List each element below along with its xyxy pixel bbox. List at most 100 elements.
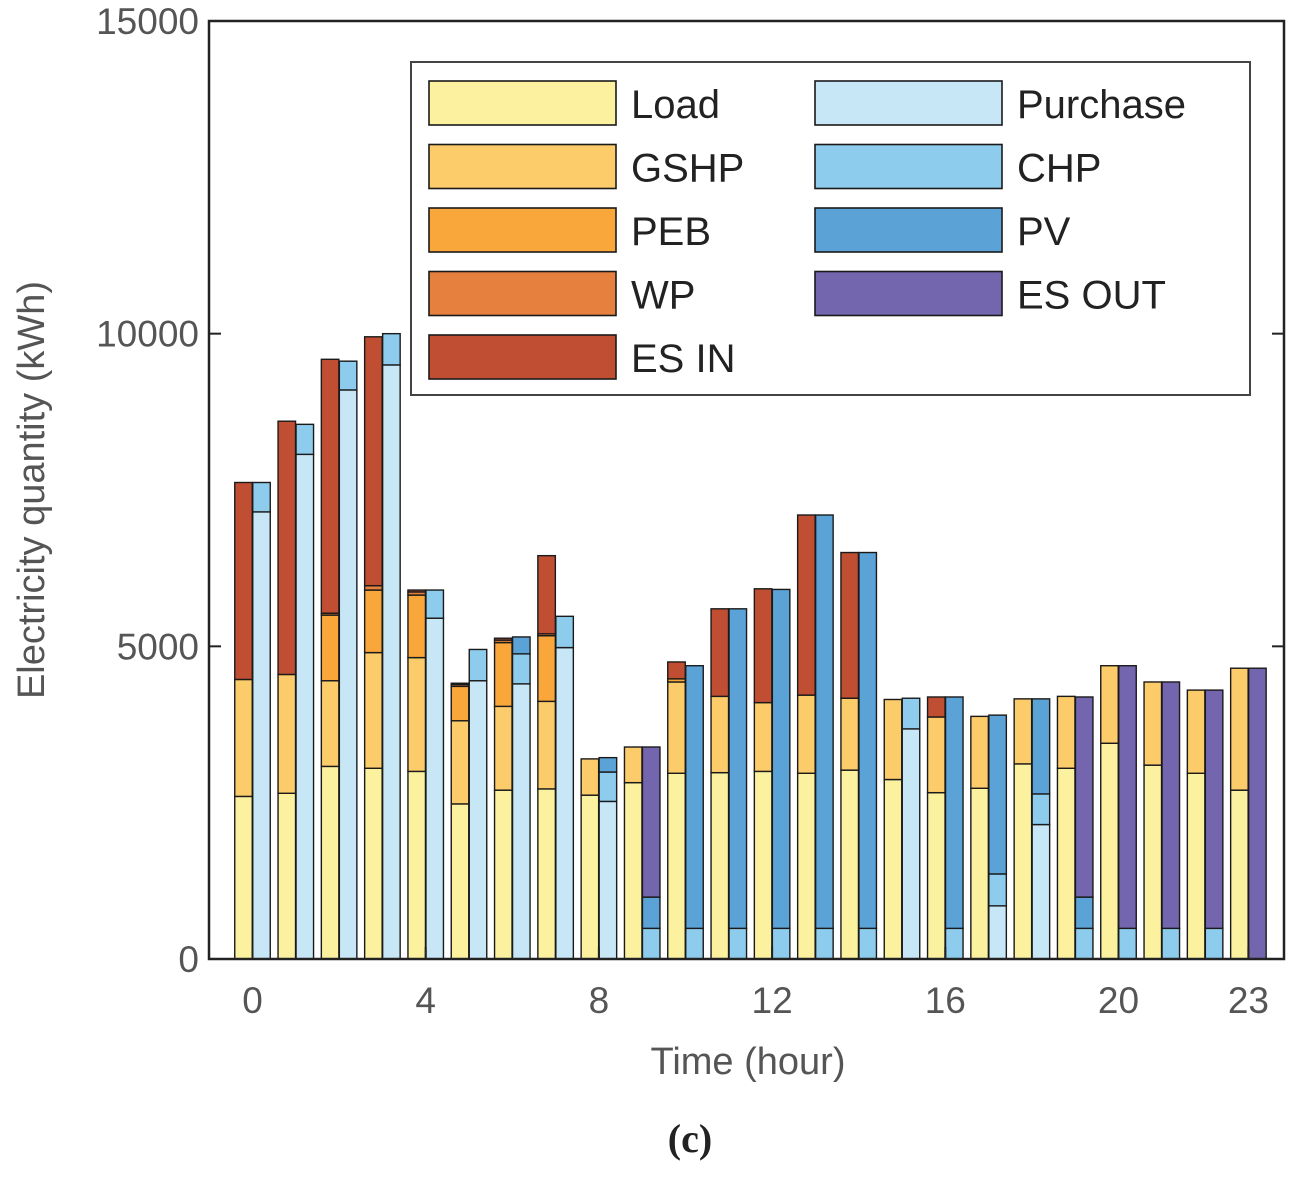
demand-bar-gshp-h0 — [234, 678, 253, 798]
demand-bar-es-in-h12 — [753, 588, 773, 704]
demand-bar-es-in-h0 — [234, 481, 253, 681]
supply-bar-purchase-h7 — [555, 646, 575, 960]
demand-bar-es-in-h1 — [277, 420, 297, 676]
supply-bar-es-out-h23 — [1247, 667, 1267, 960]
demand-bar-load-h8 — [580, 794, 600, 960]
demand-bar-es-in-h7 — [537, 554, 557, 635]
demand-bar-load-h13 — [796, 772, 816, 960]
legend-label-gshp: GSHP — [631, 147, 744, 191]
demand-bar-load-h16 — [926, 791, 946, 960]
supply-bar-pv-h13 — [814, 514, 834, 930]
supply-bar-pv-h14 — [858, 551, 878, 930]
supply-bar-purchase-h3 — [381, 364, 401, 960]
supply-bar-purchase-h17 — [988, 905, 1008, 960]
legend-label-peb: PEB — [631, 210, 711, 254]
x-tick-label-0: 0 — [242, 980, 263, 1021]
legend-label-chp: CHP — [1017, 147, 1101, 191]
y-axis: 0 5000 10000 15000 — [96, 1, 1284, 980]
supply-bar-chp-h13 — [814, 927, 834, 960]
y-axis-title: Electricity quantity (kWh) — [11, 281, 53, 699]
legend-label-es-out: ES OUT — [1017, 274, 1166, 318]
demand-bar-load-h5 — [450, 803, 470, 960]
supply-bar-es-out-h20 — [1118, 665, 1137, 930]
supply-bar-chp-h4 — [425, 589, 445, 619]
legend-swatch-purchase — [814, 80, 1003, 126]
demand-bar-es-in-h16 — [926, 696, 946, 718]
supply-bar-es-out-h19 — [1074, 696, 1094, 898]
demand-bar-load-h17 — [970, 787, 990, 960]
demand-bar-es-in-h10 — [667, 661, 686, 680]
x-axis-title: Time (hour) — [651, 1041, 846, 1083]
demand-bar-load-h2 — [320, 765, 340, 960]
supply-bar-chp-h18 — [1031, 793, 1051, 826]
demand-bar-load-h21 — [1143, 764, 1163, 960]
demand-bar-es-in-h5 — [450, 682, 470, 686]
demand-bar-es-in-h4 — [407, 589, 427, 593]
demand-bar-gshp-h10 — [667, 681, 686, 774]
x-tick-label-20: 20 — [1098, 980, 1139, 1021]
demand-bar-load-h20 — [1100, 742, 1119, 960]
supply-bar-es-out-h22 — [1204, 689, 1224, 930]
supply-bar-chp-h14 — [858, 927, 878, 960]
demand-bar-es-in-h6 — [493, 637, 513, 641]
demand-bar-gshp-h13 — [796, 694, 816, 774]
supply-bar-pv-h19 — [1074, 896, 1094, 930]
demand-bar-es-in-h2 — [320, 358, 340, 614]
demand-bar-gshp-h8 — [580, 758, 600, 796]
demand-bar-load-h9 — [623, 781, 643, 960]
x-tick-label-23: 23 — [1228, 980, 1269, 1021]
demand-bar-gshp-h16 — [926, 716, 946, 794]
demand-bar-load-h15 — [883, 778, 903, 960]
demand-bar-gshp-h14 — [840, 697, 860, 771]
demand-bar-es-in-h3 — [363, 336, 383, 587]
legend-label-pv: PV — [1017, 210, 1071, 254]
x-tick-label-12: 12 — [752, 980, 793, 1021]
demand-bar-gshp-h12 — [753, 701, 773, 773]
x-tick-label-16: 16 — [925, 980, 966, 1021]
supply-bar-chp-h20 — [1118, 927, 1137, 960]
supply-bar-pv-h9 — [641, 896, 661, 930]
supply-bar-pv-h16 — [944, 696, 964, 930]
supply-bar-purchase-h4 — [425, 617, 445, 960]
demand-bar-load-h0 — [234, 795, 253, 960]
demand-bar-peb-h7 — [537, 635, 557, 703]
x-tick-label-8: 8 — [589, 980, 610, 1021]
supply-bar-purchase-h5 — [468, 680, 488, 960]
supply-bar-chp-h12 — [771, 927, 791, 960]
demand-bar-gshp-h5 — [450, 720, 470, 805]
supply-bar-purchase-h2 — [338, 389, 358, 960]
supply-bar-pv-h18 — [1031, 698, 1051, 795]
supply-bar-pv-h11 — [728, 608, 748, 930]
demand-bar-gshp-h3 — [363, 651, 383, 769]
supply-bar-es-out-h9 — [641, 746, 661, 898]
legend-label-wp: WP — [631, 274, 695, 318]
demand-bar-gshp-h6 — [493, 705, 513, 791]
demand-bar-es-in-h11 — [710, 608, 730, 698]
y-tick-label-0: 0 — [178, 939, 199, 980]
supply-bar-purchase-h6 — [511, 683, 531, 960]
demand-bar-load-h1 — [277, 792, 297, 960]
supply-bar-chp-h11 — [728, 927, 748, 960]
supply-bar-chp-h16 — [944, 927, 964, 960]
supply-bar-chp-h15 — [901, 697, 921, 730]
demand-bar-load-h6 — [493, 789, 513, 960]
bars-layer — [234, 332, 1267, 960]
supply-bar-pv-h6 — [511, 636, 531, 655]
demand-bar-load-h18 — [1013, 763, 1033, 960]
legend-swatch-es-in — [428, 334, 617, 380]
demand-bar-load-h22 — [1186, 772, 1206, 960]
legend-label-purchase: Purchase — [1017, 83, 1186, 127]
legend-swatch-pv — [814, 207, 1003, 253]
demand-bar-load-h14 — [840, 769, 860, 960]
demand-bar-gshp-h19 — [1056, 695, 1076, 769]
demand-bar-load-h10 — [667, 772, 686, 960]
supply-bar-chp-h19 — [1074, 927, 1094, 960]
supply-bar-chp-h17 — [988, 873, 1008, 907]
supply-bar-pv-h17 — [988, 714, 1008, 875]
supply-bar-chp-h5 — [468, 648, 488, 682]
legend-swatch-peb — [428, 207, 617, 253]
legend-label-load: Load — [631, 83, 720, 127]
y-tick-label-5000: 5000 — [117, 626, 199, 667]
demand-bar-load-h12 — [753, 770, 773, 960]
